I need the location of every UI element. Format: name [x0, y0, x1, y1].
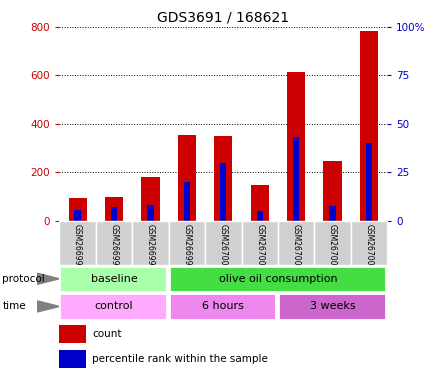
Text: GSM266998: GSM266998: [146, 224, 155, 271]
Text: baseline: baseline: [91, 274, 137, 284]
Bar: [293, 137, 299, 221]
Text: GSM267004: GSM267004: [364, 224, 374, 271]
Bar: [59, 325, 86, 343]
Bar: [59, 350, 86, 367]
Bar: [169, 221, 205, 265]
Bar: [278, 293, 386, 320]
Text: GSM267003: GSM267003: [328, 224, 337, 271]
Bar: [330, 206, 336, 221]
Bar: [69, 198, 87, 221]
Title: GDS3691 / 168621: GDS3691 / 168621: [157, 10, 290, 24]
Bar: [278, 221, 314, 265]
Bar: [141, 177, 160, 221]
Bar: [105, 197, 123, 221]
Text: GSM267001: GSM267001: [255, 224, 264, 271]
Text: 6 hours: 6 hours: [202, 301, 244, 311]
Bar: [96, 221, 132, 265]
Text: olive oil consumption: olive oil consumption: [219, 274, 337, 284]
Text: percentile rank within the sample: percentile rank within the sample: [92, 354, 268, 364]
Bar: [169, 293, 276, 320]
Text: control: control: [95, 301, 133, 311]
Bar: [220, 163, 227, 221]
Bar: [242, 221, 278, 265]
Bar: [323, 161, 342, 221]
Bar: [74, 210, 81, 221]
Text: count: count: [92, 329, 122, 339]
Text: GSM267000: GSM267000: [219, 224, 228, 271]
Bar: [351, 221, 387, 265]
Polygon shape: [37, 301, 59, 312]
Text: protocol: protocol: [2, 274, 45, 284]
Bar: [132, 221, 169, 265]
Bar: [183, 182, 190, 221]
Text: time: time: [2, 301, 26, 311]
Bar: [205, 221, 242, 265]
Text: GSM266997: GSM266997: [110, 224, 118, 271]
Bar: [59, 293, 167, 320]
Text: 3 weeks: 3 weeks: [310, 301, 356, 311]
Bar: [178, 135, 196, 221]
Bar: [59, 265, 167, 292]
Bar: [214, 136, 232, 221]
Text: GSM266999: GSM266999: [182, 224, 191, 271]
Text: GSM267002: GSM267002: [292, 224, 301, 271]
Bar: [147, 205, 154, 221]
Bar: [287, 72, 305, 221]
Bar: [169, 265, 386, 292]
Bar: [257, 211, 263, 221]
Bar: [251, 185, 269, 221]
Bar: [59, 221, 96, 265]
Polygon shape: [37, 273, 59, 284]
Bar: [366, 143, 372, 221]
Bar: [360, 30, 378, 221]
Text: GSM266996: GSM266996: [73, 224, 82, 271]
Bar: [314, 221, 351, 265]
Bar: [111, 207, 117, 221]
